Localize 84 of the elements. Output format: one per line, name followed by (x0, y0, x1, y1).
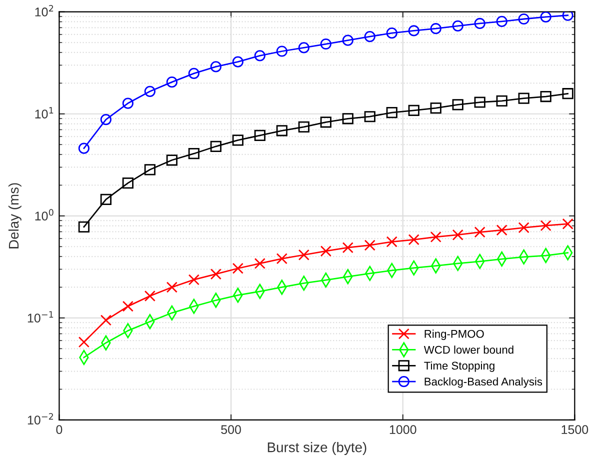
x-tick-label: 1500 (562, 425, 588, 434)
point (144, 164, 156, 176)
point (122, 300, 134, 312)
legend-label: Time Stopping (424, 361, 494, 372)
y-tick-label: 10$^{0}$ (35, 209, 54, 220)
legend-label: Ring-PMOO (424, 330, 484, 340)
x-tick-label: 0 (56, 425, 62, 434)
point (452, 99, 464, 110)
point (276, 125, 288, 136)
point (452, 229, 464, 240)
point (518, 222, 530, 234)
point (364, 111, 376, 122)
point (474, 96, 486, 108)
point (364, 30, 376, 42)
point (78, 221, 90, 232)
point (364, 240, 376, 251)
point (540, 90, 552, 102)
point (232, 134, 244, 146)
y-tick-label: 10$^{−1}$ (28, 311, 54, 322)
point (276, 46, 288, 57)
point (122, 177, 134, 189)
point (430, 102, 442, 114)
point (210, 268, 222, 280)
point (320, 38, 332, 50)
point (78, 142, 90, 154)
point (298, 42, 310, 54)
point (386, 107, 398, 118)
y-tick-label: 10$^{1}$ (35, 107, 54, 118)
point (232, 56, 244, 68)
point (496, 224, 508, 236)
point (232, 262, 244, 274)
point (188, 148, 200, 160)
legend-label: WCD lower bound (424, 346, 514, 354)
x-axis-title: Burst size (byte) (268, 442, 366, 455)
x-tick-label: 500 (221, 425, 241, 434)
point (408, 25, 420, 36)
point (210, 61, 222, 72)
point (562, 218, 574, 230)
point (144, 86, 156, 97)
point (254, 258, 266, 270)
x-tick-label: 1000 (390, 425, 416, 434)
point (562, 12, 574, 21)
point (166, 282, 178, 293)
y-tick-label: 10$^{−2}$ (28, 413, 54, 425)
point (188, 274, 200, 286)
point (386, 236, 398, 248)
point (122, 98, 134, 109)
point (254, 130, 266, 141)
point (188, 68, 200, 80)
point (518, 13, 530, 25)
point (342, 113, 354, 124)
point (320, 116, 332, 128)
y-axis-title: Delay (ms) (8, 183, 22, 248)
point (166, 76, 178, 88)
point (78, 336, 90, 348)
point (210, 140, 222, 152)
point (100, 114, 112, 126)
point (298, 121, 310, 132)
point (100, 194, 112, 205)
point (430, 23, 442, 34)
point (430, 231, 442, 242)
y-tick-label: 10$^{2}$ (35, 5, 54, 16)
point (474, 226, 486, 238)
point (474, 18, 486, 30)
point (408, 104, 420, 116)
point (386, 28, 398, 39)
point (562, 88, 574, 100)
point (276, 253, 288, 264)
point (144, 290, 156, 302)
point (496, 16, 508, 28)
point (540, 12, 552, 23)
point (342, 242, 354, 254)
point (298, 249, 310, 260)
point (254, 50, 266, 62)
point (540, 220, 552, 232)
point (320, 246, 332, 257)
point (342, 34, 354, 46)
point (518, 92, 530, 104)
point (166, 154, 178, 166)
point (496, 95, 508, 106)
point (408, 234, 420, 246)
point (452, 20, 464, 32)
legend-label: Backlog-Based Analysis (424, 377, 542, 388)
point (100, 314, 112, 326)
